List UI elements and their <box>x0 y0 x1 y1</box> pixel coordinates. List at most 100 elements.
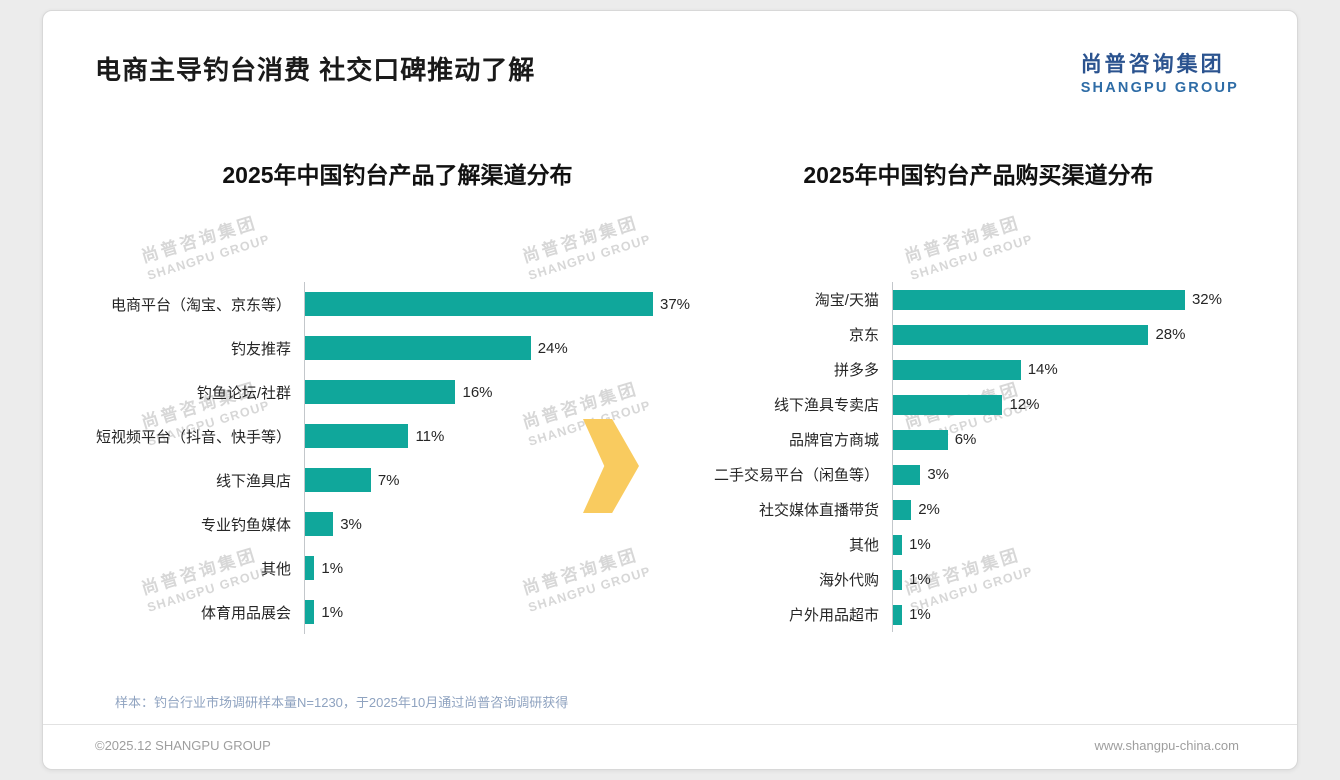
bar-track: 1% <box>891 527 1255 562</box>
bar-label: 淘宝/天猫 <box>814 292 879 309</box>
bar-row: 线下渔具专卖店 12% <box>702 387 1255 422</box>
footer: ©2025.12 SHANGPU GROUP www.shangpu-china… <box>43 724 1297 769</box>
bar-label: 京东 <box>848 327 879 344</box>
bar-row: 电商平台（淘宝、京东等） 37% <box>93 282 702 326</box>
bar-track: 11% <box>304 414 702 458</box>
bar-row: 钓友推荐 24% <box>93 326 702 370</box>
bar-row: 京东 28% <box>702 317 1255 352</box>
bar <box>305 600 315 624</box>
bar-value: 7% <box>377 471 400 489</box>
bar-label: 其他 <box>260 560 291 578</box>
bar-track: 37% <box>304 282 702 326</box>
bar-label: 其他 <box>848 537 879 554</box>
bar-track: 1% <box>304 546 702 590</box>
bar-value: 37% <box>660 295 691 313</box>
copyright-text: ©2025.12 SHANGPU GROUP <box>95 738 271 753</box>
bar-track: 3% <box>304 502 702 546</box>
bar-track: 3% <box>891 457 1255 492</box>
bar-track: 32% <box>891 282 1255 317</box>
page-title: 电商主导钓台消费 社交口碑推动了解 <box>95 55 536 85</box>
bar-label: 二手交易平台（闲鱼等） <box>713 467 879 484</box>
company-logo: 尚普咨询集团 SHANGPU GROUP <box>1081 53 1239 96</box>
bar-row: 海外代购 1% <box>702 562 1255 597</box>
bar-track: 7% <box>304 458 702 502</box>
bar <box>892 499 912 520</box>
bar <box>892 604 903 625</box>
bar <box>892 464 921 485</box>
bar-track: 12% <box>891 387 1255 422</box>
bar-value: 32% <box>1191 291 1222 308</box>
bar-track: 1% <box>891 562 1255 597</box>
bar-value: 11% <box>415 427 445 445</box>
bar-row: 淘宝/天猫 32% <box>702 282 1255 317</box>
bar-value: 1% <box>909 571 931 588</box>
bar <box>305 512 334 536</box>
bar-value: 1% <box>321 559 344 577</box>
bar-row: 钓鱼论坛/社群 16% <box>93 370 702 414</box>
bar-track: 14% <box>891 352 1255 387</box>
charts-area: 2025年中国钓台产品了解渠道分布 电商平台（淘宝、京东等） 37% 钓友推荐 24%… <box>43 161 1297 634</box>
header: 电商主导钓台消费 社交口碑推动了解 尚普咨询集团 SHANGPU GROUP <box>43 11 1297 96</box>
bar-value: 28% <box>1155 326 1186 343</box>
bar-track: 16% <box>304 370 702 414</box>
bar-label: 社交媒体直播带货 <box>758 502 879 519</box>
bar <box>892 324 1149 345</box>
bar-rows: 淘宝/天猫 32% 京东 28% 拼多多 14% 线下渔具专卖店 12% 品牌官方商城 6% 二手交… <box>702 282 1255 632</box>
bar-row: 其他 1% <box>93 546 702 590</box>
bar-label: 钓鱼论坛/社群 <box>196 384 291 402</box>
bar-label: 拼多多 <box>833 362 879 379</box>
bar-value: 1% <box>321 603 344 621</box>
bar-label: 钓友推荐 <box>230 340 291 358</box>
bar-label: 体育用品展会 <box>200 604 291 622</box>
bar-row: 其他 1% <box>702 527 1255 562</box>
bar <box>892 359 1021 380</box>
bar-row: 短视频平台（抖音、快手等） 11% <box>93 414 702 458</box>
bar <box>305 556 315 580</box>
bar-track: 28% <box>891 317 1255 352</box>
sample-note: 样本：钓台行业市场调研样本量N=1230，于2025年10月通过尚普咨询调研获得 <box>115 695 569 710</box>
bar-row: 专业钓鱼媒体 3% <box>93 502 702 546</box>
bar <box>305 424 409 448</box>
bar <box>305 468 371 492</box>
bar-value: 1% <box>909 606 931 623</box>
bar-value: 12% <box>1009 396 1040 413</box>
bar-row: 线下渔具店 7% <box>93 458 702 502</box>
bar <box>892 429 948 450</box>
bar <box>892 289 1185 310</box>
spacer <box>43 634 1297 692</box>
bar-track: 2% <box>891 492 1255 527</box>
bar <box>892 534 903 555</box>
bar <box>892 394 1003 415</box>
bar-track: 1% <box>891 597 1255 632</box>
bar <box>892 569 903 590</box>
bar-label: 品牌官方商城 <box>788 432 879 449</box>
bar-label: 短视频平台（抖音、快手等） <box>95 428 291 446</box>
chart-title: 2025年中国钓台产品了解渠道分布 <box>222 162 573 188</box>
bar <box>305 336 531 360</box>
bar-label: 海外代购 <box>818 572 879 589</box>
logo-en-text: SHANGPU GROUP <box>1080 80 1239 96</box>
bar-label: 线下渔具店 <box>215 472 291 490</box>
bar-label: 户外用品超市 <box>788 607 879 624</box>
bar-track: 24% <box>304 326 702 370</box>
bar-value: 16% <box>462 383 493 401</box>
bar-rows: 电商平台（淘宝、京东等） 37% 钓友推荐 24% 钓鱼论坛/社群 16% 短视频平台（抖音… <box>93 282 702 634</box>
bar-row: 二手交易平台（闲鱼等） 3% <box>702 457 1255 492</box>
bar-value: 2% <box>918 501 940 518</box>
bar-row: 拼多多 14% <box>702 352 1255 387</box>
bar-value: 6% <box>954 431 977 448</box>
slide: 尚普咨询集团 SHANGPU GROUP 尚普咨询集团 SHANGPU GROUP 尚普… <box>42 10 1298 770</box>
bar <box>305 292 653 316</box>
bar <box>305 380 456 404</box>
bar-row: 户外用品超市 1% <box>702 597 1255 632</box>
bar-value: 3% <box>927 466 950 483</box>
logo-cn-text: 尚普咨询集团 <box>1080 53 1225 76</box>
bar-value: 1% <box>909 536 931 553</box>
purchase-channel-chart: 2025年中国钓台产品购买渠道分布 淘宝/天猫 32% 京东 28% 拼多多 14% 线下渔… <box>702 161 1255 634</box>
awareness-channel-chart: 2025年中国钓台产品了解渠道分布 电商平台（淘宝、京东等） 37% 钓友推荐 24%… <box>93 161 702 634</box>
bar-row: 体育用品展会 1% <box>93 590 702 634</box>
bar-value: 24% <box>537 339 568 357</box>
bar-value: 14% <box>1027 361 1058 378</box>
website-link: www.shangpu-china.com <box>1094 738 1239 753</box>
bar-label: 电商平台（淘宝、京东等） <box>110 296 291 314</box>
